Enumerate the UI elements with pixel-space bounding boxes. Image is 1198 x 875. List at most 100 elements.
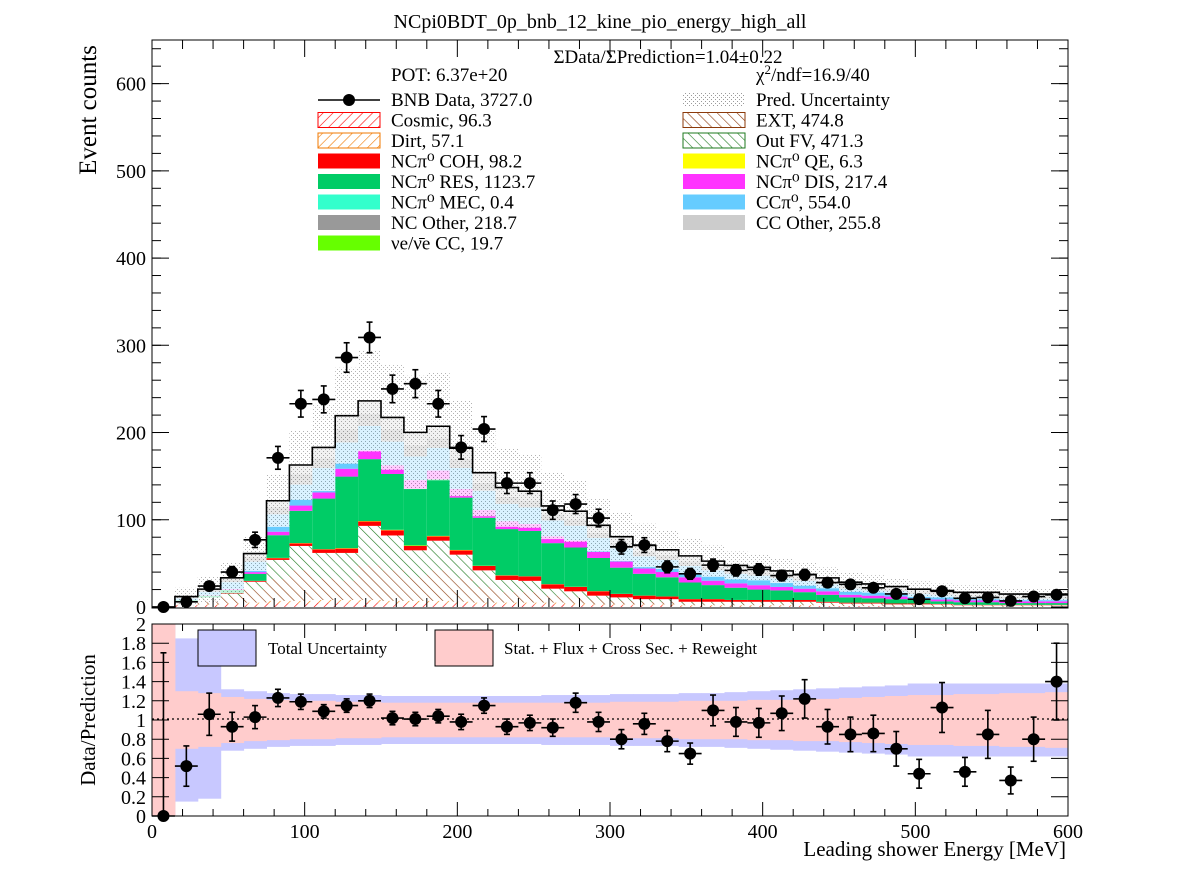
data-point	[793, 568, 817, 581]
stack-bar	[816, 606, 839, 607]
stack-bar	[747, 605, 771, 607]
stack-bar	[678, 599, 702, 602]
stack-bar	[884, 603, 908, 605]
stack-bar	[289, 543, 313, 546]
stack-bar	[266, 579, 290, 601]
ratio-summary-text: ΣData/ΣPrediction=1.04±0.22	[553, 47, 782, 68]
stack-bar	[541, 588, 565, 596]
stack-bar	[701, 606, 725, 607]
legend-label: CCπ⁰, 554.0	[756, 193, 851, 214]
data-point	[289, 389, 313, 418]
stack-bar	[793, 606, 817, 607]
stack-bar	[678, 605, 702, 607]
stack-bar	[564, 547, 588, 587]
stack-bar	[724, 587, 748, 600]
stack-bar	[197, 604, 221, 606]
stack-bar	[541, 543, 565, 585]
data-point	[243, 531, 267, 549]
data-point	[861, 581, 885, 594]
stack-bar	[655, 605, 679, 607]
data-point	[884, 587, 908, 600]
ratio-point	[655, 729, 679, 753]
stack-bar	[335, 468, 359, 477]
stack-bar	[358, 521, 381, 526]
stack-bar	[632, 601, 656, 605]
y-tick-label: 400	[116, 248, 146, 270]
stack-bar	[724, 603, 748, 606]
ratio-point	[793, 678, 817, 719]
y-tick-label: 100	[116, 510, 146, 532]
stack-bar	[861, 604, 885, 607]
stack-bar	[243, 589, 267, 603]
y-tick-label: 300	[116, 335, 146, 357]
stack-bar	[747, 603, 771, 606]
stack-bar	[976, 605, 1000, 607]
x-tick-label: 500	[900, 821, 930, 843]
stack-ext-474-8	[174, 565, 1068, 607]
legend-label: Dirt, 57.1	[391, 131, 464, 152]
total-prediction-outline	[152, 400, 1068, 608]
ratio-point	[610, 728, 633, 750]
legend-entry-e-e-cc-19-7: νe/ν̄e CC, 19.7	[318, 234, 503, 255]
stack-bar	[930, 599, 954, 602]
ratio-y-tick-label: 1.8	[121, 633, 146, 655]
legend-label: NCπ⁰ DIS, 217.4	[756, 172, 888, 193]
data-point	[930, 585, 954, 598]
stack-bar	[358, 525, 381, 566]
stack-bar	[1045, 603, 1068, 605]
stack-bar	[770, 605, 794, 607]
stack-bar	[243, 604, 267, 607]
stack-bar	[655, 604, 679, 606]
stack-bar	[495, 592, 519, 603]
stack-bar	[884, 605, 908, 607]
stack-bar	[335, 548, 359, 553]
stack-bar	[953, 605, 977, 607]
data-point	[587, 508, 610, 528]
stack-bar	[701, 585, 725, 600]
stack-bar	[381, 570, 404, 601]
stack-bar	[655, 572, 679, 578]
stack-bar	[220, 603, 244, 605]
stack-bar	[861, 606, 885, 607]
ratio-y-tick-label: 1.6	[121, 652, 146, 674]
stack-bar	[678, 582, 702, 600]
data-point	[312, 385, 336, 414]
stack-bar	[289, 510, 313, 544]
stack-bar	[472, 604, 496, 607]
data-point	[816, 576, 839, 589]
stack-bar	[587, 557, 610, 592]
x-tick-label: 600	[1053, 821, 1083, 843]
legend-label: Cosmic, 96.3	[391, 111, 492, 132]
stack-bar	[403, 577, 427, 601]
stack-bar	[930, 601, 954, 604]
stack-bar	[335, 580, 359, 601]
band-bin	[472, 702, 496, 738]
stack-bar	[220, 604, 244, 607]
data-point	[678, 567, 702, 581]
data-point	[907, 593, 931, 606]
stack-bar	[701, 603, 725, 606]
stack-bar	[358, 602, 381, 607]
ratio-legend-entry-stat-flux-cross-sec-reweight: Stat. + Flux + Cross Sec. + Reweight	[434, 629, 757, 667]
stack-bar	[472, 602, 496, 605]
stack-bar	[564, 586, 588, 592]
stack-bar	[381, 530, 404, 536]
stack-bar	[861, 595, 885, 599]
stack-bar	[266, 600, 290, 604]
band-bin	[953, 694, 977, 746]
stack-bar	[518, 602, 542, 605]
band-bin	[564, 702, 588, 738]
band-bin	[884, 696, 909, 744]
stack-bar	[724, 583, 748, 588]
stack-bar	[312, 552, 336, 579]
ratio-point	[816, 708, 839, 745]
ratio-point	[541, 718, 565, 738]
stack-bar	[426, 600, 450, 604]
data-point	[724, 563, 748, 577]
data-point	[632, 536, 656, 554]
stack-bar	[816, 604, 839, 607]
ratio-legend-label: Stat. + Flux + Cross Sec. + Reweight	[504, 639, 757, 658]
stack-bar	[426, 540, 450, 571]
ratio-point	[839, 716, 862, 753]
stack-bar	[426, 570, 450, 601]
